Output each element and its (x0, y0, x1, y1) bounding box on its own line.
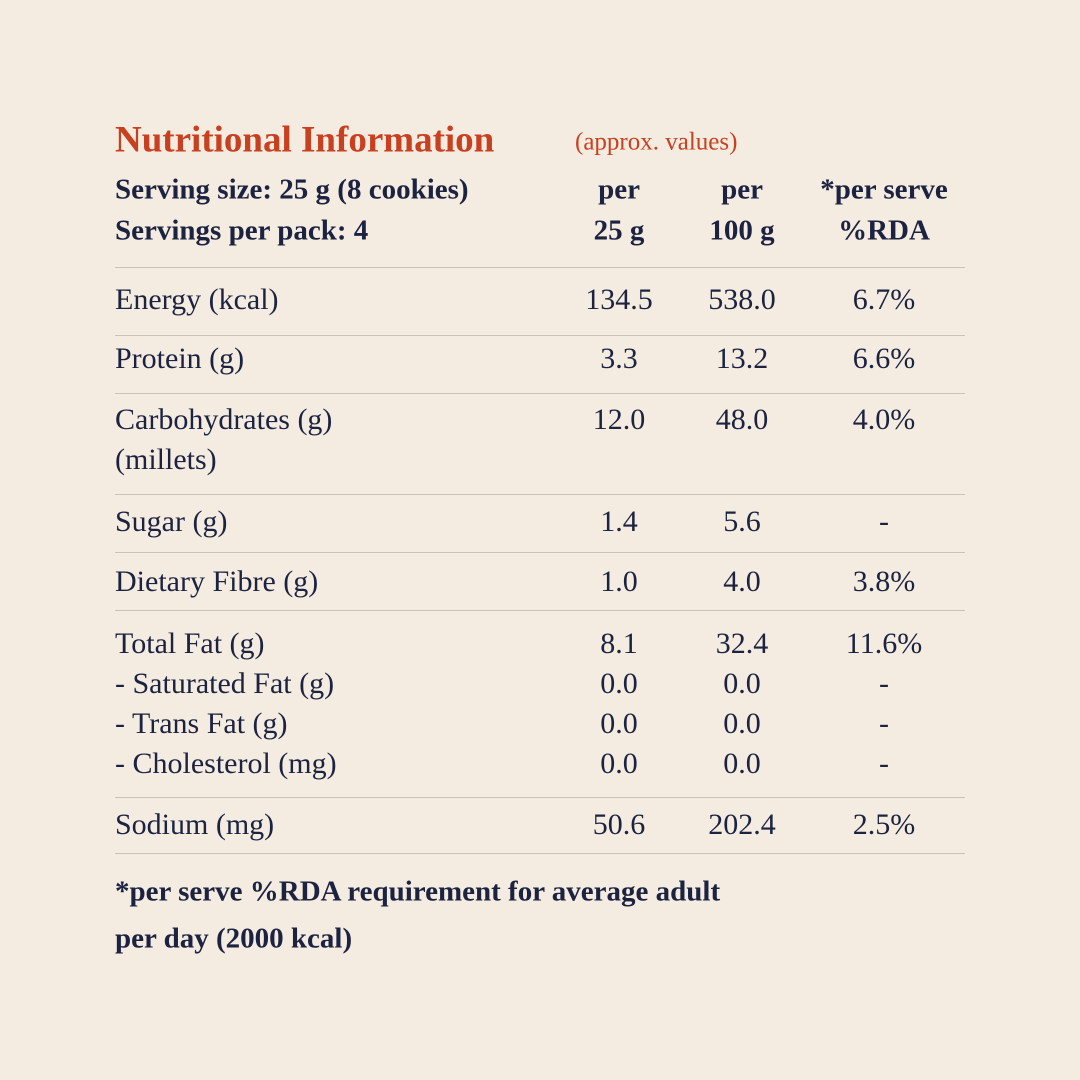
cell-value: 4.0 (723, 565, 761, 598)
cell-value: - (879, 747, 889, 780)
row-label: Total Fat (g) (115, 627, 265, 660)
row-label: - Saturated Fat (g) (115, 667, 335, 700)
cell-value: 538.0 (708, 283, 776, 316)
column-header: *per serve (820, 173, 948, 206)
cell-value: 1.0 (600, 565, 638, 598)
row-label: (millets) (115, 443, 217, 476)
cell-value: 50.6 (592, 808, 646, 841)
cell-value: 48.0 (715, 403, 769, 436)
cell-value: 0.0 (600, 747, 638, 780)
cell-value: 32.4 (715, 627, 769, 660)
row-label: Energy (kcal) (115, 283, 279, 316)
cell-value: - (879, 667, 889, 700)
cell-value: 202.4 (708, 808, 776, 841)
row-label: Carbohydrates (g) (115, 403, 333, 436)
divider (115, 494, 965, 495)
cell-value: 0.0 (723, 707, 761, 740)
column-header: %RDA (838, 214, 930, 247)
divider (115, 267, 965, 268)
divider (115, 552, 965, 553)
cell-value: 0.0 (723, 667, 761, 700)
divider (115, 393, 965, 394)
divider (115, 853, 965, 854)
divider (115, 335, 965, 336)
row-label: - Cholesterol (mg) (115, 747, 337, 780)
cell-value: 3.3 (600, 342, 638, 375)
column-header: 100 g (709, 214, 775, 247)
row-label: Sodium (mg) (115, 808, 275, 841)
cell-value: 13.2 (715, 342, 769, 375)
cell-value: 0.0 (600, 667, 638, 700)
cell-value: 11.6% (845, 627, 923, 660)
cell-value: 6.7% (852, 283, 916, 316)
serving-info: Servings per pack: 4 (115, 214, 369, 247)
cell-value: 6.6% (852, 342, 916, 375)
cell-value: 2.5% (852, 808, 916, 841)
cell-value: 134.5 (585, 283, 653, 316)
title: Nutritional Information (115, 119, 495, 161)
cell-value: 3.8% (852, 565, 916, 598)
column-header: per (598, 173, 640, 206)
cell-value: 4.0% (852, 403, 916, 436)
divider (115, 610, 965, 611)
divider (115, 797, 965, 798)
footnote: per day (2000 kcal) (115, 922, 353, 955)
cell-value: 0.0 (723, 747, 761, 780)
row-label: Sugar (g) (115, 505, 228, 538)
cell-value: 8.1 (600, 627, 638, 660)
cell-value: 0.0 (600, 707, 638, 740)
cell-value: - (879, 505, 889, 538)
row-label: Dietary Fibre (g) (115, 565, 319, 598)
cell-value: 1.4 (600, 505, 638, 538)
serving-info: Serving size: 25 g (8 cookies) (115, 173, 469, 206)
row-label: - Trans Fat (g) (115, 707, 288, 740)
cell-value: - (879, 707, 889, 740)
column-header: 25 g (593, 214, 645, 247)
column-header: per (721, 173, 763, 206)
cell-value: 12.0 (592, 403, 646, 436)
footnote: *per serve %RDA requirement for average … (115, 875, 721, 908)
row-label: Protein (g) (115, 342, 245, 375)
subtitle: (approx. values) (575, 128, 738, 156)
cell-value: 5.6 (723, 505, 761, 538)
